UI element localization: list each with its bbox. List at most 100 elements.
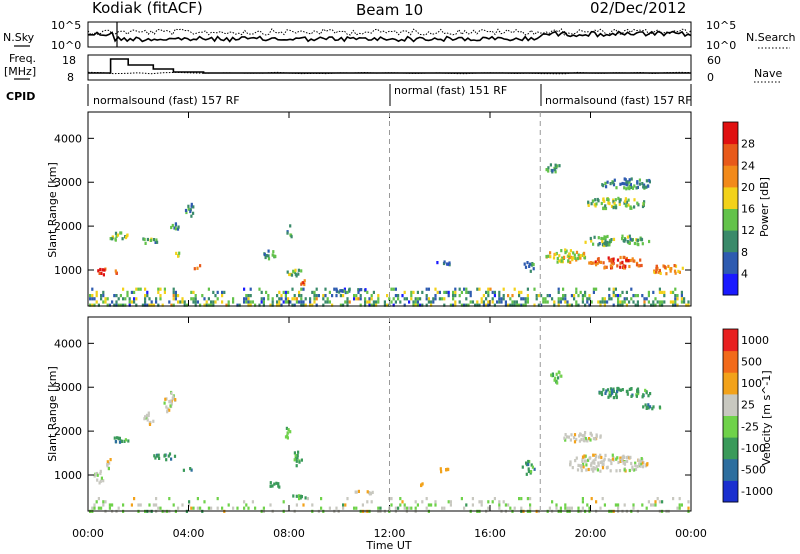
- ground-scatter-cell: [335, 294, 338, 298]
- scatter-cell: [641, 204, 645, 209]
- ground-scatter-cell: [102, 300, 105, 304]
- y-tick-label: 2000: [54, 425, 82, 438]
- ground-scatter-cell: [295, 297, 298, 301]
- scatter-cell: [590, 202, 593, 206]
- ground-scatter-cell: [419, 303, 422, 307]
- ground-scatter-cell: [394, 294, 397, 298]
- scatter-cell: [639, 462, 642, 466]
- scatter-cell: [600, 460, 604, 464]
- scatter-cell: [623, 182, 626, 186]
- scatter-cell: [560, 259, 563, 263]
- scatter-cell: [527, 462, 530, 467]
- scatter-cell: [583, 454, 586, 458]
- ground-scatter-cell: [346, 497, 349, 501]
- scatter-cell: [300, 458, 303, 462]
- ground-scatter-cell: [476, 303, 479, 307]
- scatter-cell: [583, 433, 586, 437]
- ground-scatter-cell: [97, 506, 100, 510]
- scatter-cell: [649, 392, 652, 396]
- scatter-cell: [574, 459, 577, 463]
- ground-scatter-cell: [625, 297, 628, 301]
- scatter-cell: [143, 417, 146, 421]
- ground-scatter-cell: [289, 300, 292, 304]
- ground-scatter-cell: [632, 503, 635, 507]
- scatter-cell: [602, 459, 605, 463]
- ground-scatter-cell: [157, 506, 160, 510]
- ground-scatter-cell: [155, 300, 158, 304]
- scatter-cell: [267, 249, 270, 253]
- scatter-cell: [622, 264, 625, 268]
- y-tick-label: 3000: [54, 381, 82, 394]
- scatter-cell: [296, 456, 299, 460]
- colorbar-swatch: [723, 458, 738, 481]
- scatter-cell: [545, 254, 548, 259]
- power-panel: 1000 2000 3000 4000 Slant Range [km]: [46, 111, 692, 307]
- scatter-cell: [577, 257, 580, 261]
- scatter-cell: [124, 235, 128, 240]
- scatter-cell: [187, 207, 190, 211]
- scatter-cell: [625, 204, 628, 208]
- ground-scatter-cell: [247, 300, 250, 304]
- ground-scatter-cell: [482, 300, 485, 304]
- ground-scatter-cell: [344, 503, 347, 507]
- ground-scatter-cell: [573, 294, 576, 298]
- scatter-cell: [147, 413, 150, 417]
- ground-scatter-cell: [311, 303, 314, 307]
- scatter-cell: [118, 436, 121, 440]
- velocity-panel: 1000 2000 3000 4000 Slant Range [km]: [46, 316, 692, 513]
- scatter-cell: [157, 453, 160, 457]
- ground-scatter-cell: [328, 300, 331, 304]
- scatter-cell: [623, 255, 626, 260]
- scatter-cell: [582, 253, 585, 257]
- ground-scatter-cell: [280, 297, 283, 301]
- ground-scatter-cell: [654, 503, 657, 507]
- ground-scatter-cell: [405, 506, 408, 510]
- scatter-cell: [612, 237, 616, 241]
- cpid-segment-3: normalsound (fast) 157 RF: [545, 94, 692, 107]
- scatter-cell: [601, 242, 604, 246]
- scatter-cell: [190, 202, 193, 206]
- ground-scatter-cell: [379, 506, 382, 510]
- scatter-cell: [578, 439, 581, 443]
- ground-scatter-cell: [661, 300, 664, 304]
- scatter-cell: [553, 378, 556, 382]
- ground-scatter-cell: [595, 500, 598, 504]
- scatter-cell: [597, 463, 600, 467]
- scatter-cell: [619, 265, 622, 269]
- ground-scatter-cell: [493, 294, 496, 298]
- scatter-cell: [445, 262, 449, 266]
- scatter-cell: [549, 255, 552, 259]
- ground-scatter-cell: [262, 300, 265, 304]
- scatter-cell: [596, 261, 599, 265]
- scatter-cell: [530, 470, 533, 474]
- scatter-cell: [634, 461, 637, 465]
- scatter-cell: [592, 242, 595, 246]
- ground-scatter-cell: [276, 300, 279, 304]
- ground-scatter-cell: [394, 300, 397, 304]
- ground-scatter-cell: [529, 497, 532, 501]
- ground-scatter-cell: [434, 294, 437, 298]
- ground-scatter-cell: [152, 303, 155, 307]
- ground-scatter-cell: [511, 300, 514, 304]
- scatter-cell: [532, 267, 535, 271]
- ground-scatter-cell: [320, 506, 323, 510]
- ground-scatter-cell: [465, 290, 468, 294]
- ground-scatter-cell: [447, 294, 450, 298]
- ground-scatter-cell: [300, 297, 303, 301]
- scatter-cell: [589, 236, 592, 241]
- scatter-cell: [123, 439, 126, 443]
- scatter-cell: [164, 397, 167, 401]
- ground-scatter-cell: [210, 303, 213, 307]
- scatter-cell: [552, 256, 556, 260]
- ground-scatter-cell: [313, 294, 316, 298]
- ground-scatter-cell: [181, 503, 184, 507]
- ground-scatter-cell: [383, 300, 386, 304]
- scatter-cell: [623, 201, 626, 205]
- ground-scatter-cell: [485, 303, 488, 307]
- scatter-cell: [286, 436, 289, 440]
- scatter-cell: [626, 235, 629, 239]
- ground-scatter-cell: [647, 300, 650, 304]
- ground-scatter-cell: [612, 294, 615, 298]
- x-axis-label: Time UT: [365, 539, 411, 552]
- ground-scatter-cell: [97, 497, 100, 501]
